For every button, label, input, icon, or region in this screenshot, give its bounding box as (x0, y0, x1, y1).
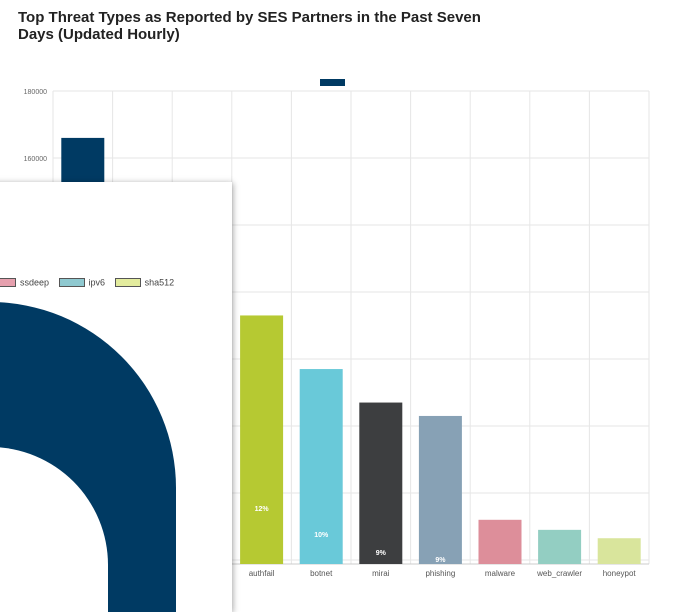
pie-legend-label-ipv6: ipv6 (88, 277, 106, 288)
bar-data-label: 10% (314, 532, 329, 539)
pie-legend-label-sha512: sha512 (144, 277, 175, 288)
pie-inner-hole (0, 447, 108, 612)
bar-data-label: 9% (435, 557, 446, 564)
bar-botnet[interactable] (299, 369, 343, 564)
x-tick-label: mirai (372, 569, 390, 578)
pie-legend-label-ssdeep: ssdeep (20, 277, 50, 288)
pie-legend-swatch-ipv6 (58, 278, 85, 288)
bar-honeypot[interactable] (597, 538, 641, 564)
pie-chart-plot (0, 302, 176, 612)
bar-web_crawler[interactable] (538, 529, 582, 564)
pie-legend-item-ssdeep[interactable]: ssdeep (0, 277, 49, 288)
pie-legend: ssdeep ipv6 sha512 (0, 277, 181, 288)
bar-authfail[interactable] (240, 315, 284, 564)
y-tick-label: 180000 (24, 89, 47, 96)
pie-legend-item-sha512[interactable]: sha512 (114, 277, 175, 288)
pie-legend-swatch-ssdeep (0, 278, 16, 288)
x-tick-label: web_crawler (536, 569, 582, 578)
bar-data-label: 12% (255, 506, 270, 513)
y-tick-label: 160000 (24, 156, 47, 163)
x-tick-label: authfail (249, 569, 275, 578)
x-tick-label: phishing (425, 569, 455, 578)
bar-data-label: 9% (376, 550, 387, 557)
bar-legend-swatch[interactable] (320, 79, 345, 86)
x-tick-label: honeypot (603, 569, 637, 578)
x-tick-label: botnet (310, 569, 333, 578)
pie-legend-item-ipv6[interactable]: ipv6 (58, 277, 106, 288)
pie-chart-card: ssdeep ipv6 sha512 (0, 182, 232, 612)
bar-mirai[interactable] (359, 402, 403, 564)
bar-phishing[interactable] (418, 415, 462, 564)
pie-legend-swatch-sha512 (114, 278, 141, 288)
bar-malware[interactable] (478, 519, 522, 564)
chart-title: Top Threat Types as Reported by SES Part… (18, 9, 481, 43)
x-tick-label: malware (485, 569, 516, 578)
